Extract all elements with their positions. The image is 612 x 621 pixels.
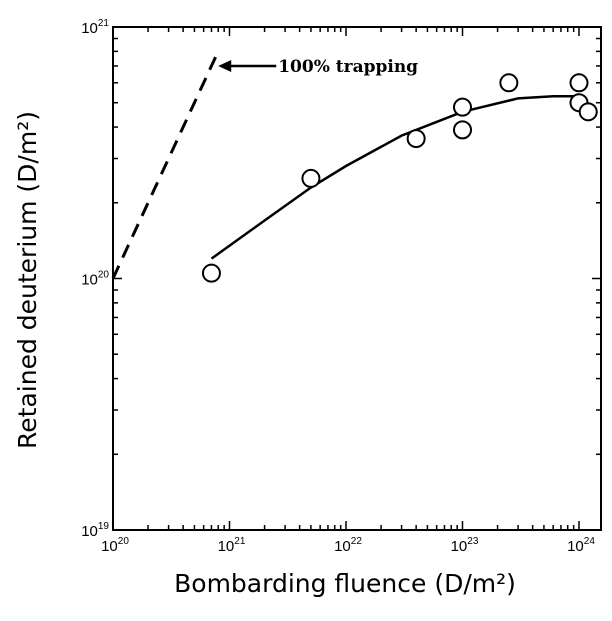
- y-tick-label: 1021: [81, 18, 109, 37]
- x-tick-label: 1022: [334, 536, 362, 555]
- series-lines: [111, 50, 579, 280]
- y-axis-title: Retained deuterium (D/m²): [13, 111, 42, 449]
- x-tick-label: 1023: [451, 536, 479, 555]
- x-tick-label: 1024: [567, 536, 595, 555]
- y-tick-label: 1019: [81, 521, 109, 540]
- x-tick-label: 1021: [218, 536, 246, 555]
- data-point: [578, 102, 598, 122]
- data-point: [569, 73, 589, 93]
- annotation-arrowhead: [218, 59, 232, 72]
- data-point: [453, 97, 472, 117]
- data-point: [453, 120, 472, 140]
- data-point: [499, 73, 519, 93]
- plot-border: [112, 26, 602, 531]
- data-point: [406, 129, 426, 149]
- data-point: [301, 168, 321, 188]
- annotations: 100% trapping: [218, 57, 418, 77]
- x-tick-label: 1020: [101, 536, 129, 555]
- axis-ticks: [112, 26, 601, 531]
- data-points: [201, 73, 598, 283]
- data-point: [201, 263, 221, 283]
- x-axis-title: Bombarding fluence (D/m²): [174, 569, 516, 598]
- y-tick-label: 1020: [81, 270, 109, 289]
- fit-curve: [210, 95, 579, 260]
- annotation-label: 100% trapping: [278, 57, 418, 77]
- trapping-line: [111, 50, 220, 280]
- plot-frame: [112, 26, 602, 531]
